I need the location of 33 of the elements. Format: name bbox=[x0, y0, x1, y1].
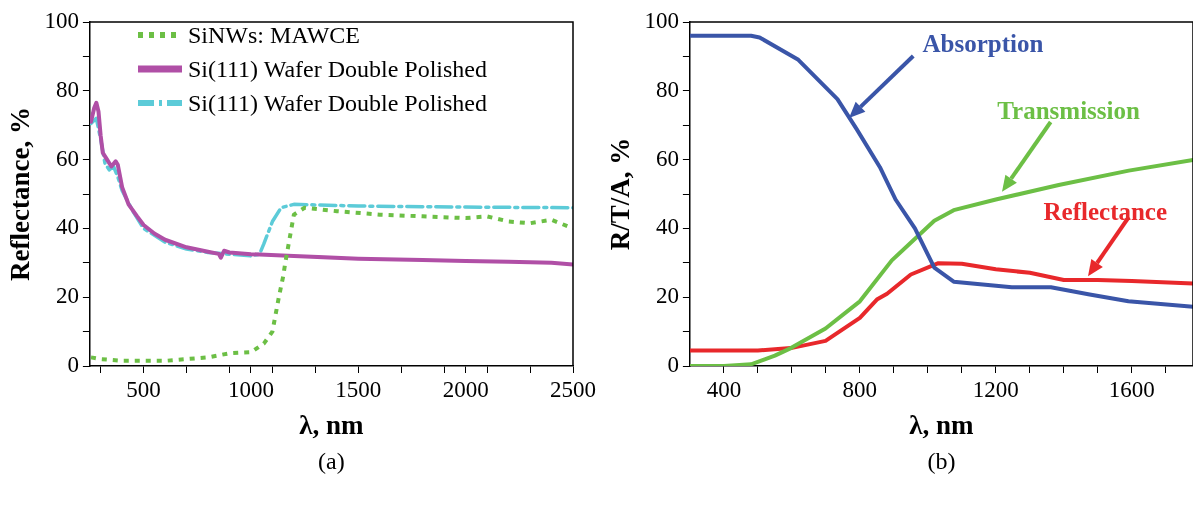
x-tick-label: 500 bbox=[126, 376, 161, 402]
x-tick-label: 1000 bbox=[227, 376, 274, 402]
text: (b) bbox=[926, 448, 957, 475]
y-tick-label: 60 bbox=[55, 145, 79, 171]
x-axis-title: λ, nm bbox=[299, 409, 365, 440]
x-tick-label: 800 bbox=[842, 376, 878, 402]
x-tick-label: 1600 bbox=[1108, 376, 1155, 402]
y-tick-label: 60 bbox=[655, 145, 679, 171]
y-tick-label: 100 bbox=[44, 8, 79, 34]
y-tick-label: 100 bbox=[644, 8, 679, 34]
legend-label: Si(111) Wafer Double Polished bbox=[187, 55, 488, 84]
y-tick-label: 80 bbox=[55, 76, 79, 102]
legend-label: Si(111) Wafer Double Polished bbox=[187, 89, 488, 118]
x-tick-label: 2000 bbox=[442, 376, 489, 402]
y-tick-label: 40 bbox=[655, 214, 679, 240]
x-tick-label: 1500 bbox=[335, 376, 382, 402]
text: (a) bbox=[317, 448, 346, 475]
text: Absorption bbox=[922, 30, 1044, 59]
x-axis-title: λ, nm bbox=[909, 409, 975, 440]
y-tick-label: 20 bbox=[655, 283, 679, 309]
x-tick-label: 400 bbox=[706, 376, 742, 402]
y-axis-title: R/T/A, % bbox=[605, 137, 636, 251]
series-label: Reflectance bbox=[1043, 197, 1168, 226]
series-label: Transmission bbox=[997, 97, 1140, 126]
y-axis-title: Reflectance, % bbox=[5, 107, 36, 281]
legend-label: SiNWs: MAWCE bbox=[187, 21, 360, 50]
y-tick-label: 80 bbox=[655, 76, 679, 102]
x-tick-label: 1200 bbox=[972, 376, 1019, 402]
y-tick-label: 20 bbox=[55, 283, 79, 309]
y-tick-label: 40 bbox=[55, 214, 79, 240]
y-tick-label: 0 bbox=[67, 352, 79, 378]
y-tick-label: 0 bbox=[667, 352, 679, 378]
x-tick-label: 2500 bbox=[550, 376, 596, 402]
